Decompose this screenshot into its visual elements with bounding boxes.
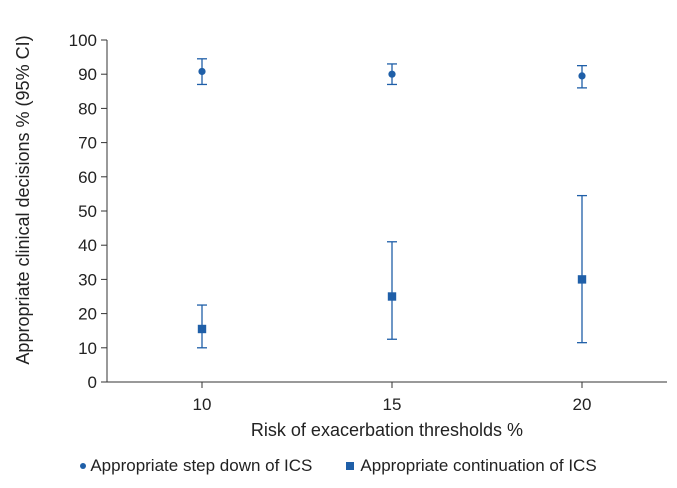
- data-point-circle: [198, 67, 206, 76]
- data-points: [197, 58, 587, 349]
- y-tick-label: 50: [78, 202, 97, 221]
- y-tick-label: 0: [88, 373, 97, 392]
- data-point-square: [197, 324, 207, 334]
- data-point-square: [387, 292, 397, 301]
- legend: Appropriate step down of ICS Appropriate…: [0, 456, 677, 476]
- axes: [106, 40, 667, 383]
- legend-square-marker: [346, 462, 355, 470]
- y-tick-label: 90: [78, 65, 97, 84]
- x-tick-label: 20: [573, 395, 592, 414]
- data-point-circle: [388, 70, 396, 78]
- legend-circle-marker: [80, 463, 87, 469]
- x-tick-label: 10: [193, 395, 212, 414]
- x-axis-label: Risk of exacerbation thresholds %: [251, 420, 523, 440]
- y-tick-label: 70: [78, 134, 97, 153]
- y-tick-label: 10: [78, 339, 97, 358]
- chart: 0 10 20 30 40 50 60 70 80 90 100 10 15 20 Risk of ex…: [13, 31, 667, 440]
- legend-label-continuation: Appropriate continuation of ICS: [360, 456, 597, 475]
- x-ticks: 10 15 20: [193, 382, 592, 414]
- y-ticks: 0 10 20 30 40 50 60 70 80 90 100: [69, 31, 107, 392]
- data-point-circle: [578, 72, 586, 80]
- y-tick-label: 60: [78, 168, 97, 187]
- y-tick-label: 40: [78, 236, 97, 255]
- y-tick-label: 20: [78, 305, 97, 324]
- y-tick-label: 100: [69, 31, 97, 50]
- x-tick-label: 15: [383, 395, 402, 414]
- legend-item-step-down: Appropriate step down of ICS: [80, 456, 312, 476]
- y-tick-label: 30: [78, 270, 97, 289]
- data-point-square: [577, 275, 587, 284]
- y-axis-label: Appropriate clinical decisions % (95% CI…: [13, 35, 33, 364]
- legend-item-continuation: Appropriate continuation of ICS: [346, 456, 597, 476]
- legend-label-step-down: Appropriate step down of ICS: [90, 456, 313, 475]
- y-tick-label: 80: [78, 99, 97, 118]
